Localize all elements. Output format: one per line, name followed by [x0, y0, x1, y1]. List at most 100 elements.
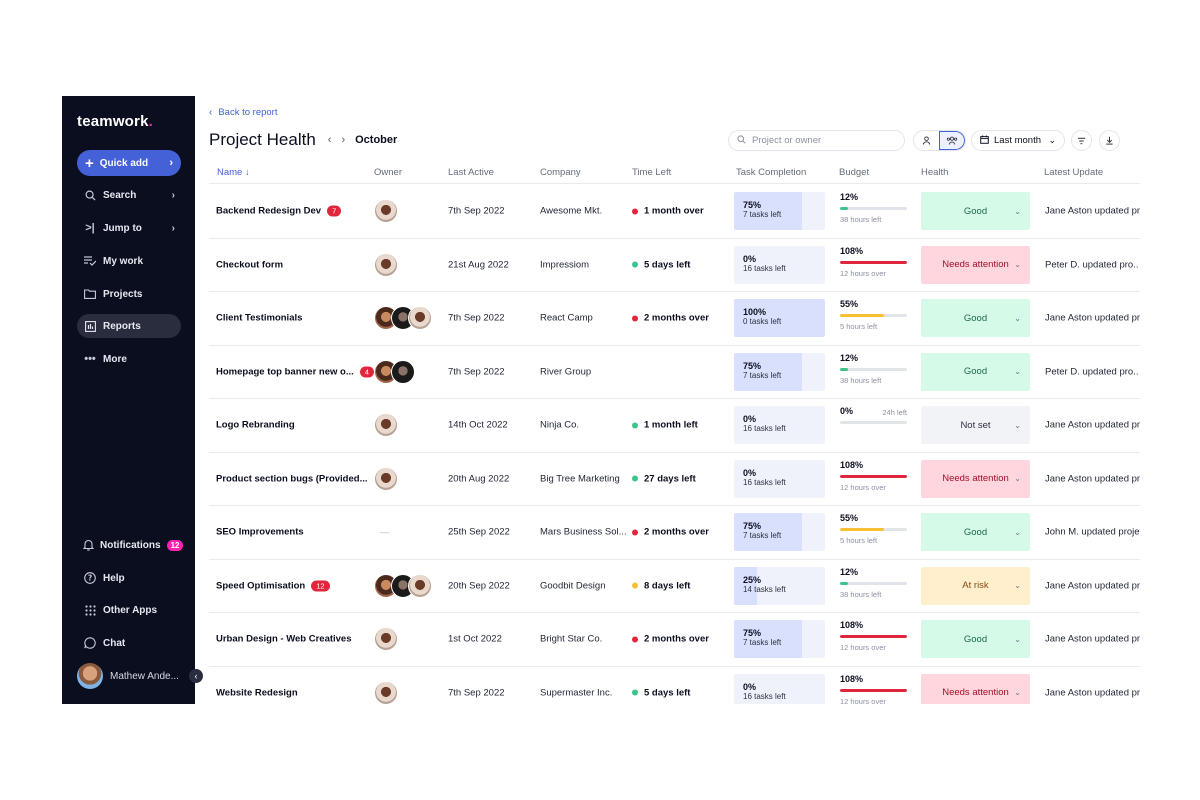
collapse-sidebar-button[interactable]: ‹: [189, 669, 203, 683]
latest-update[interactable]: Jane Aston updated pr: [1045, 312, 1140, 324]
previous-period-button[interactable]: ‹: [327, 134, 332, 146]
project-name[interactable]: Speed Optimisation 12: [216, 580, 330, 592]
project-name[interactable]: Checkout form: [216, 259, 283, 270]
owner-avatars[interactable]: —: [374, 527, 389, 537]
health-status-dropdown[interactable]: At risk ⌄: [921, 566, 1030, 605]
latest-update[interactable]: Jane Aston updated pr: [1045, 205, 1140, 217]
project-name[interactable]: Logo Rebranding: [216, 420, 295, 431]
column-header-company[interactable]: Company: [540, 167, 581, 178]
owner-avatars[interactable]: [374, 413, 398, 438]
table-row[interactable]: Speed Optimisation 12 20th Sep 2022 Good…: [209, 560, 1140, 613]
table-row[interactable]: Logo Rebranding 14th Oct 2022 Ninja Co. …: [209, 399, 1140, 453]
latest-update[interactable]: John M. updated proje: [1045, 526, 1140, 538]
table-row[interactable]: Homepage top banner new o... 4 7th Sep 2…: [209, 346, 1140, 399]
table-row[interactable]: Client Testimonials 7th Sep 2022 React C…: [209, 292, 1140, 346]
project-name[interactable]: Urban Design - Web Creatives: [216, 634, 352, 645]
table-row[interactable]: Backend Redesign Dev 7 7th Sep 2022 Awes…: [209, 185, 1140, 239]
health-status-dropdown[interactable]: Good ⌄: [921, 192, 1030, 231]
tasks-left: 14 tasks left: [743, 584, 786, 594]
export-button[interactable]: [1099, 130, 1120, 151]
avatar[interactable]: [408, 306, 432, 331]
next-period-button[interactable]: ›: [341, 134, 346, 146]
task-completion: 0% 16 tasks left: [734, 245, 825, 284]
table-row[interactable]: Urban Design - Web Creatives 1st Oct 202…: [209, 613, 1140, 667]
logo-text: teamwork: [77, 113, 149, 130]
teamwork-logo[interactable]: teamwork.: [77, 113, 153, 130]
sidebar-item-notifications[interactable]: Notifications 12: [77, 533, 184, 557]
sidebar-item-help[interactable]: ? Help: [77, 566, 181, 590]
column-header-latest-update[interactable]: Latest Update: [1044, 167, 1104, 178]
project-name[interactable]: SEO Improvements: [216, 527, 304, 538]
health-status-dropdown[interactable]: Not set ⌄: [921, 406, 1030, 445]
single-user-toggle[interactable]: [914, 131, 939, 150]
sidebar-item-more[interactable]: ••• More: [77, 347, 181, 371]
chevron-left-icon: ‹: [209, 107, 213, 118]
column-header-task-completion[interactable]: Task Completion: [736, 167, 807, 178]
owner-avatars[interactable]: [374, 680, 398, 704]
health-status-dropdown[interactable]: Needs attention ⌄: [921, 245, 1030, 284]
avatar[interactable]: [374, 627, 398, 652]
column-header-last-active[interactable]: Last Active: [448, 167, 494, 178]
user-profile[interactable]: Mathew Ande...: [77, 663, 179, 689]
table-row[interactable]: Product section bugs (Provided... 20th A…: [209, 453, 1140, 506]
sidebar-item-search[interactable]: Search ›: [77, 183, 181, 207]
date-range-dropdown[interactable]: Last month ⌄: [971, 130, 1065, 151]
health-status-dropdown[interactable]: Good ⌄: [921, 513, 1030, 552]
owner-avatars[interactable]: [374, 627, 398, 652]
health-status-dropdown[interactable]: Good ⌄: [921, 299, 1030, 338]
latest-update[interactable]: Jane Aston updated pr: [1045, 633, 1140, 645]
search-input[interactable]: Project or owner: [728, 130, 905, 151]
column-header-name[interactable]: Name ↓: [217, 167, 250, 178]
back-to-report-link[interactable]: ‹ Back to report: [209, 107, 277, 118]
quick-add-button[interactable]: + Quick add ›: [77, 150, 181, 176]
sidebar-item-my-work[interactable]: My work: [77, 249, 181, 273]
table-row[interactable]: SEO Improvements — 25th Sep 2022 Mars Bu…: [209, 506, 1140, 560]
owner-avatars[interactable]: [374, 359, 415, 384]
avatar[interactable]: [374, 199, 398, 224]
owner-avatars[interactable]: [374, 466, 398, 491]
column-header-time-left[interactable]: Time Left: [632, 167, 672, 178]
project-name[interactable]: Client Testimonials: [216, 313, 302, 324]
project-name[interactable]: Website Redesign: [216, 687, 298, 698]
health-status-dropdown[interactable]: Good ⌄: [921, 620, 1030, 659]
time-left: 5 days left: [632, 687, 690, 698]
project-name[interactable]: Homepage top banner new o... 4: [216, 366, 374, 378]
latest-update[interactable]: Jane Aston updated pr: [1045, 419, 1140, 431]
sidebar-item-chat[interactable]: Chat: [77, 631, 181, 655]
sidebar-item-projects[interactable]: Projects: [77, 282, 181, 306]
avatar[interactable]: [374, 466, 398, 491]
time-left: 2 months over: [632, 634, 709, 645]
filter-button[interactable]: [1071, 130, 1092, 151]
column-header-health[interactable]: Health: [921, 167, 949, 178]
avatar[interactable]: [391, 359, 415, 384]
health-status-dropdown[interactable]: Good ⌄: [921, 352, 1030, 391]
avatar[interactable]: [374, 252, 398, 277]
latest-update[interactable]: Jane Aston updated pr: [1045, 580, 1140, 592]
project-name[interactable]: Product section bugs (Provided...: [216, 473, 368, 484]
latest-update[interactable]: Jane Aston updated pr: [1045, 473, 1140, 485]
sidebar-item-jump-to[interactable]: >| Jump to ›: [77, 216, 181, 240]
latest-update[interactable]: Peter D. updated pro..: [1045, 259, 1139, 271]
table-row[interactable]: Checkout form 21st Aug 2022 Impressiom 5…: [209, 239, 1140, 292]
owner-avatars[interactable]: [374, 306, 432, 331]
health-status-dropdown[interactable]: Needs attention ⌄: [921, 459, 1030, 498]
sidebar-item-other-apps[interactable]: Other Apps: [77, 598, 181, 622]
sidebar-item-reports[interactable]: Reports: [77, 314, 181, 338]
latest-update[interactable]: Jane Aston updated pr: [1045, 687, 1140, 699]
column-header-budget[interactable]: Budget: [839, 167, 870, 178]
avatar[interactable]: [374, 413, 398, 438]
owner-avatars[interactable]: [374, 573, 432, 598]
owner-avatars[interactable]: [374, 252, 398, 277]
budget: 55% 5 hours left: [840, 513, 907, 551]
health-status-label: Needs attention: [942, 687, 1009, 699]
chevron-down-icon: ⌄: [1014, 260, 1021, 270]
owner-avatars[interactable]: [374, 199, 398, 224]
table-row[interactable]: Website Redesign 7th Sep 2022 Supermaste…: [209, 667, 1140, 704]
team-toggle[interactable]: [938, 131, 965, 150]
column-header-owner[interactable]: Owner: [374, 167, 402, 178]
health-status-dropdown[interactable]: Needs attention ⌄: [921, 673, 1030, 704]
project-name[interactable]: Backend Redesign Dev 7: [216, 205, 342, 217]
avatar[interactable]: [374, 680, 398, 704]
latest-update[interactable]: Peter D. updated pro..: [1045, 366, 1139, 378]
avatar[interactable]: [408, 573, 432, 598]
